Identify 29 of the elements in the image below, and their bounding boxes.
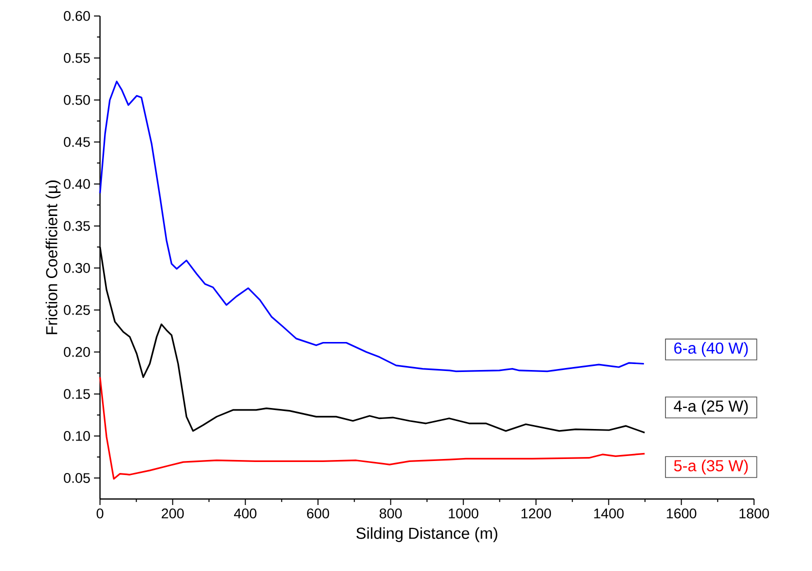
y-tick-label: 0.05 — [64, 473, 90, 483]
y-tick-label: 0.10 — [64, 431, 90, 441]
line-series — [99, 376, 646, 480]
series-label: 6-a (40 W) — [674, 342, 748, 357]
y-tick-label: 0.25 — [64, 305, 90, 315]
series-label: 5-a (35 W) — [674, 460, 748, 474]
x-tick-label: 0 — [96, 508, 104, 518]
y-tick-label: 0.40 — [64, 179, 90, 189]
x-tick-label: 1600 — [666, 508, 696, 518]
y-tick-label: 0.35 — [64, 221, 90, 231]
x-tick-label: 1000 — [448, 508, 478, 518]
x-tick-label: 200 — [162, 508, 184, 518]
y-tick-label: 0.50 — [64, 95, 90, 105]
x-tick-label: 1800 — [740, 508, 769, 518]
y-tick-label: 0.30 — [64, 263, 90, 273]
x-tick-label: 1200 — [522, 508, 551, 518]
x-tick-label: 400 — [234, 508, 256, 518]
y-tick-label: 0.15 — [64, 389, 90, 399]
line-series — [99, 80, 645, 372]
x-axis-title: Silding Distance (m) — [356, 527, 498, 542]
y-tick-label: 0.45 — [64, 137, 90, 147]
y-axis-title: Friction Coefficient (µ) — [46, 180, 60, 334]
x-tick-label: 600 — [307, 508, 330, 518]
y-tick-label: 0.20 — [64, 347, 90, 357]
y-tick-label: 0.60 — [64, 11, 90, 21]
x-tick-label: 1400 — [594, 508, 624, 518]
text: 4-a (25 W) — [674, 400, 748, 415]
y-tick-label: 0.55 — [64, 53, 90, 63]
x-tick-label: 800 — [380, 508, 402, 518]
